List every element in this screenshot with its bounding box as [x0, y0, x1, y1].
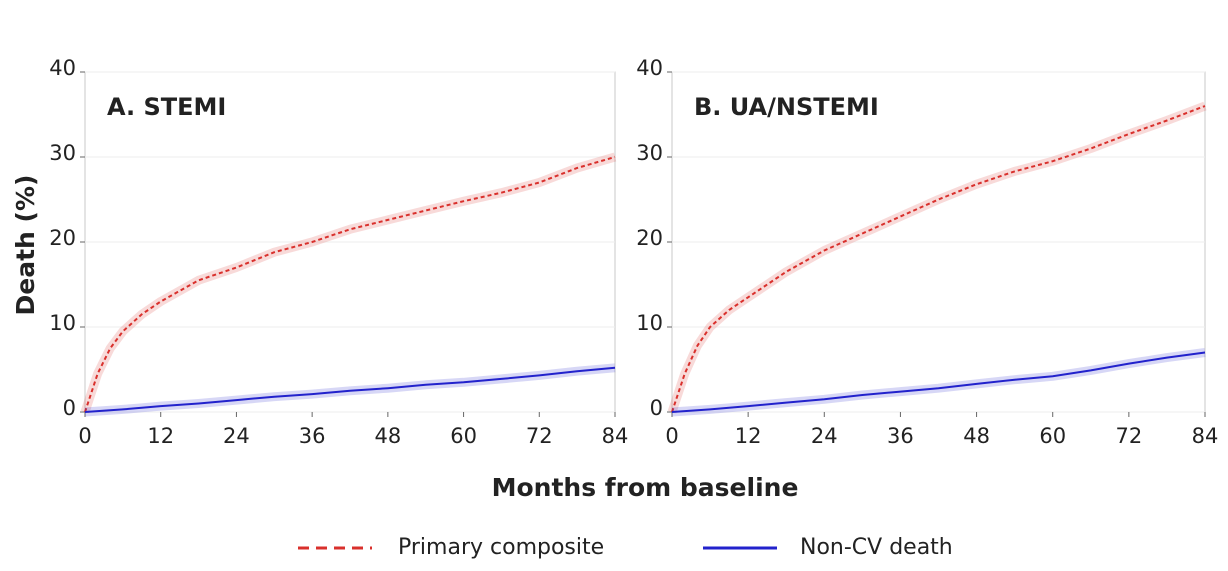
y-tick-label: 30 — [636, 141, 663, 165]
y-tick-label: 40 — [636, 56, 663, 80]
x-tick-label: 0 — [665, 424, 678, 448]
panel-title: A. STEMI — [107, 93, 226, 121]
legend-label: Non-CV death — [800, 535, 953, 560]
x-tick-label: 60 — [450, 424, 477, 448]
x-tick-label: 36 — [887, 424, 914, 448]
y-axis-label: Death (%) — [11, 175, 40, 316]
x-tick-label: 36 — [299, 424, 326, 448]
x-tick-label: 48 — [963, 424, 990, 448]
y-tick-label: 20 — [49, 226, 76, 250]
x-tick-label: 0 — [78, 424, 91, 448]
x-tick-label: 24 — [223, 424, 250, 448]
y-tick-label: 10 — [49, 311, 76, 335]
series-line — [84, 366, 616, 413]
y-tick-label: 0 — [650, 396, 663, 420]
y-tick-label: 0 — [63, 396, 76, 420]
legend-label: Primary composite — [398, 535, 604, 560]
x-tick-label: 72 — [1115, 424, 1142, 448]
y-tick-label: 40 — [49, 56, 76, 80]
series-line — [671, 351, 1206, 413]
y-tick-label: 10 — [636, 311, 663, 335]
x-tick-label: 84 — [602, 424, 629, 448]
series-line — [84, 156, 616, 413]
x-tick-label: 84 — [1192, 424, 1219, 448]
y-tick-label: 20 — [636, 226, 663, 250]
x-tick-label: 72 — [526, 424, 553, 448]
x-tick-label: 48 — [374, 424, 401, 448]
x-axis-label: Months from baseline — [492, 473, 799, 502]
x-tick-label: 60 — [1039, 424, 1066, 448]
x-tick-label: 12 — [147, 424, 174, 448]
x-tick-label: 24 — [811, 424, 838, 448]
panel-title: B. UA/NSTEMI — [694, 93, 879, 121]
series-line — [671, 105, 1206, 413]
x-tick-label: 12 — [735, 424, 762, 448]
y-tick-label: 30 — [49, 141, 76, 165]
